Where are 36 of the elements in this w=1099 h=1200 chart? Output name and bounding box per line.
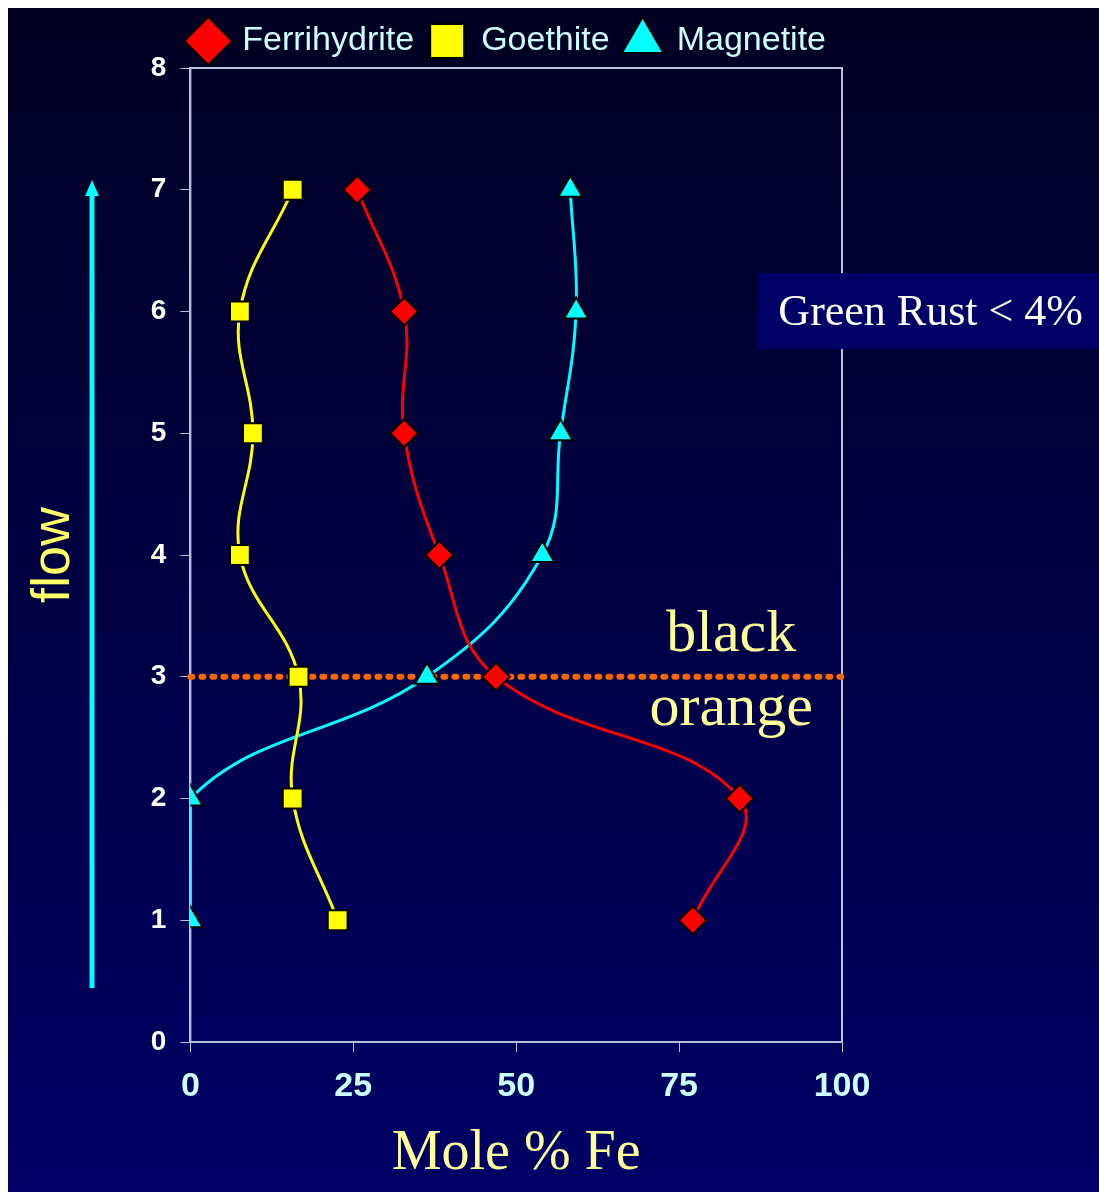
point	[229, 544, 251, 566]
point	[287, 665, 310, 688]
point	[389, 296, 420, 327]
y-tick-label: 0	[150, 1024, 167, 1056]
x-tick-label: 0	[180, 1064, 200, 1103]
point	[724, 783, 755, 814]
y-tick-label: 6	[150, 294, 167, 326]
point	[242, 422, 264, 445]
y-tick-label: 8	[150, 50, 167, 82]
point	[424, 540, 455, 570]
y-axis-title: flow	[20, 505, 81, 604]
x-tick-label: 100	[813, 1064, 871, 1103]
x-tick-label: 25	[334, 1064, 373, 1103]
point	[677, 905, 708, 936]
legend-label: Ferrihydrite	[242, 19, 415, 58]
annotation: black	[666, 597, 797, 664]
y-tick-label: 2	[150, 781, 167, 813]
point	[281, 178, 304, 201]
x-tick-label: 75	[660, 1064, 699, 1103]
y-tick-label: 4	[150, 537, 167, 569]
y-tick-label: 5	[150, 415, 167, 447]
y-tick-label: 3	[150, 659, 167, 691]
legend-label: Magnetite	[676, 19, 827, 58]
point	[281, 787, 304, 810]
annotation: Green Rust < 4%	[778, 285, 1084, 335]
y-tick-label: 1	[150, 902, 167, 934]
point	[326, 909, 349, 932]
annotation: orange	[649, 671, 813, 738]
point	[229, 300, 251, 323]
point	[480, 661, 511, 692]
x-tick-label: 50	[497, 1064, 536, 1103]
y-tick-label: 7	[150, 172, 167, 204]
x-axis-title: Mole % Fe	[391, 1119, 641, 1182]
point	[389, 418, 420, 449]
legend-label: Goethite	[481, 19, 610, 58]
point	[342, 174, 373, 205]
